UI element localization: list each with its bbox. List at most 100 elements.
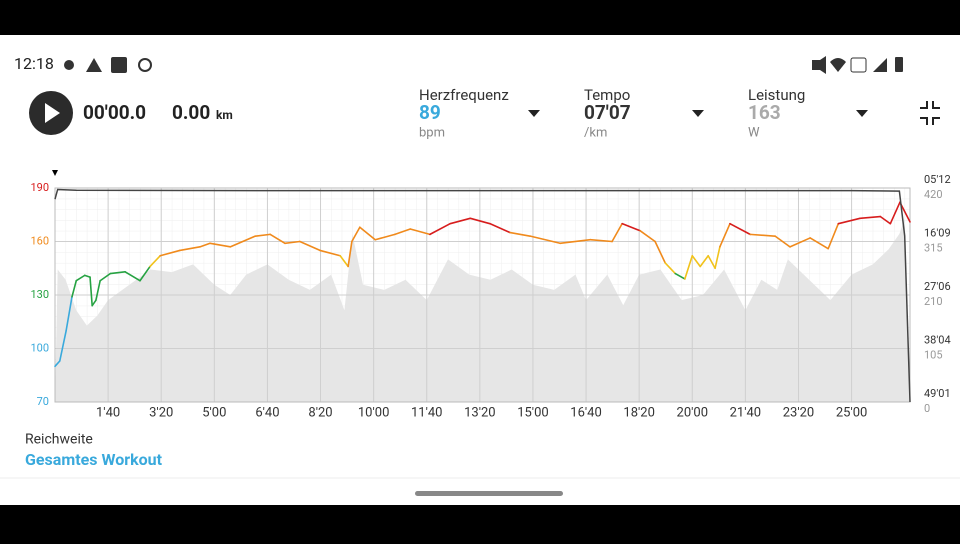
heart-rate-segment <box>54 360 61 368</box>
heart-rate-segment <box>889 201 901 225</box>
heart-rate-segment <box>394 228 412 236</box>
status-icons-left <box>64 57 152 73</box>
heart-rate-segment <box>729 222 751 236</box>
heart-rate-segment <box>319 249 341 257</box>
heart-rate-segment <box>664 262 677 275</box>
heart-rate-segment <box>429 222 451 236</box>
y2-tick-label: 210 <box>924 295 943 308</box>
distance-unit: km <box>216 108 233 122</box>
heart-rate-segment <box>449 217 472 225</box>
y-tick-label: 160 <box>30 234 49 247</box>
y-tick-label: 100 <box>30 341 49 354</box>
heart-rate-segment <box>654 240 666 264</box>
heart-rate-segment <box>774 235 791 248</box>
metric-unit: W <box>748 125 760 140</box>
x-tick-label: 1'40 <box>96 405 120 420</box>
metric-label: Leistung <box>748 86 805 104</box>
heart-rate-segment <box>178 246 201 252</box>
heart-rate-segment <box>109 271 126 275</box>
heart-rate-segment <box>284 240 301 245</box>
heart-rate-segment <box>719 222 731 248</box>
metric-value: 07'07 <box>584 101 631 124</box>
heart-rate-segment <box>559 238 592 245</box>
heart-rate-segment <box>339 254 349 268</box>
x-tick-label: 21'40 <box>730 405 762 420</box>
x-tick-label: 13'20 <box>464 405 496 420</box>
heart-rate-segment <box>139 265 151 282</box>
heart-rate-segment <box>124 271 141 282</box>
y3-tick-label: 05'12 <box>924 173 951 186</box>
y3-tick-label: 27'06 <box>924 280 951 293</box>
metric-unit: /km <box>584 125 607 140</box>
heart-rate-segment <box>621 222 642 232</box>
heart-rate-segment <box>611 222 623 243</box>
y2-tick-label: 0 <box>924 402 930 415</box>
heart-rate-segment <box>674 272 686 280</box>
x-tick-label: 3'20 <box>149 405 173 420</box>
heart-rate-segment <box>359 226 377 241</box>
heart-rate-segment <box>199 242 211 248</box>
heart-rate-segment <box>91 299 97 307</box>
metric-value: 163 <box>748 101 781 124</box>
x-tick-label: 18'20 <box>623 405 655 420</box>
heart-rate-segment <box>489 222 511 234</box>
heart-rate-segment <box>65 295 73 332</box>
x-tick-label: 25'00 <box>836 405 868 420</box>
heart-rate-segment <box>509 231 532 237</box>
plot-frame <box>54 187 911 403</box>
play-icon <box>45 103 60 123</box>
x-tick-label: 6'40 <box>255 405 279 420</box>
heart-rate-segment <box>209 242 232 248</box>
heart-rate-segment <box>714 246 721 270</box>
metric-label: Tempo <box>584 86 630 104</box>
x-tick-label: 10'00 <box>358 405 390 420</box>
heart-rate-segment <box>707 254 716 270</box>
heart-rate-segment <box>89 276 93 307</box>
heart-rate-segment <box>699 254 709 268</box>
elapsed-time: 00'00.0 <box>83 101 146 124</box>
nav-handle <box>415 491 563 496</box>
heart-rate-segment <box>229 235 257 248</box>
collapse-button[interactable] <box>920 101 940 125</box>
x-tick-label: 20'00 <box>677 405 709 420</box>
heart-rate-segment <box>809 237 830 250</box>
heart-rate-segment <box>749 233 776 237</box>
metric-pace[interactable]: Tempo 07'07 /km <box>584 86 704 140</box>
heart-rate-segment <box>879 215 892 225</box>
heart-rate-segment <box>99 272 112 282</box>
status-icons-right <box>812 56 903 74</box>
heart-rate-segment <box>254 233 271 237</box>
y-tick-label: 70 <box>37 395 49 408</box>
x-tick-label: 23'20 <box>783 405 815 420</box>
power-area <box>55 218 910 402</box>
heart-rate-segment <box>75 274 86 282</box>
heart-rate-segment <box>684 254 694 280</box>
heart-rate-segment <box>159 249 181 257</box>
metric-power[interactable]: Leistung 163 W <box>748 86 868 140</box>
heart-rate-segment <box>71 279 78 298</box>
y3-tick-label: 16'09 <box>924 226 951 239</box>
x-tick-label: 8'20 <box>308 405 332 420</box>
x-tick-label: 15'00 <box>517 405 549 420</box>
heart-rate-segment <box>789 237 811 248</box>
heart-rate-segment <box>299 240 321 252</box>
heart-rate-segment <box>639 230 656 243</box>
y2-tick-label: 105 <box>924 348 943 361</box>
heart-rate-segment <box>859 215 882 220</box>
range-value[interactable]: Gesamtes Workout <box>25 450 163 469</box>
heart-rate-segment <box>351 226 361 243</box>
heart-rate-segment <box>529 235 561 245</box>
dropdown-arrow <box>692 110 704 117</box>
heart-rate-segment <box>691 254 702 268</box>
metric-heart-rate[interactable]: Herzfrequenz 89 bpm <box>419 86 540 140</box>
metric-unit: bpm <box>419 125 445 140</box>
cursor-marker <box>52 170 58 176</box>
heart-rate-segment <box>837 217 861 225</box>
heart-rate-segment <box>589 238 613 243</box>
heart-rate-segment <box>827 222 840 250</box>
y-tick-label: 130 <box>30 288 49 301</box>
chart: 70 100 130 160 190 0 105 210 315 420 49'01 38'04 27'… <box>30 173 950 421</box>
status-time: 12:18 <box>14 54 54 73</box>
heart-rate-segment <box>83 274 91 278</box>
heart-rate-segment <box>95 279 101 302</box>
